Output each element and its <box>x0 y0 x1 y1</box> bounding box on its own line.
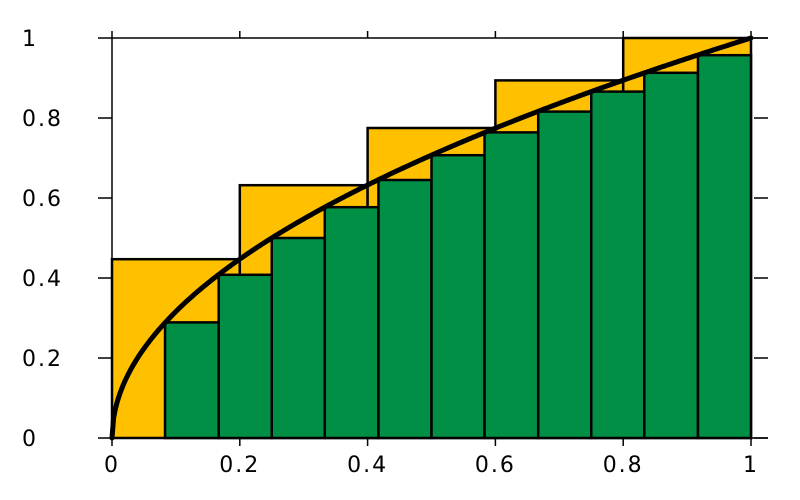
lower-bar <box>377 178 433 440</box>
x-tick-label: 0.4 <box>347 453 388 478</box>
lower-bar <box>643 71 700 440</box>
lower-bar <box>323 205 380 440</box>
lower-bar <box>696 53 753 440</box>
tick-labels: 0 0.2 0.4 0.6 0.8 1 0 0.2 0.4 0.6 0.8 1 <box>22 27 759 478</box>
lower-bar <box>163 321 220 440</box>
y-tick-label: 0.2 <box>22 347 63 372</box>
lower-bar <box>536 110 593 440</box>
y-tick-label: 0.4 <box>22 267 63 292</box>
x-tick-label: 0.6 <box>475 453 516 478</box>
y-tick-label: 0 <box>22 427 38 452</box>
y-tick-label: 0.8 <box>22 107 63 132</box>
x-tick-label: 0.8 <box>603 453 644 478</box>
y-tick-label: 1 <box>22 27 38 52</box>
x-tick-label: 0.2 <box>219 453 260 478</box>
lower-bar <box>217 273 273 440</box>
lower-bar <box>590 90 646 440</box>
x-tick-label: 1 <box>743 453 759 478</box>
lower-bar <box>270 236 327 440</box>
y-tick-label: 0.6 <box>22 187 63 212</box>
x-tick-label: 0 <box>104 453 120 478</box>
axes-frame <box>111 37 768 439</box>
axis-ticks <box>98 31 768 446</box>
sqrt-curve <box>109 35 754 441</box>
lower-bar <box>483 131 540 440</box>
lower-bar <box>430 153 486 440</box>
